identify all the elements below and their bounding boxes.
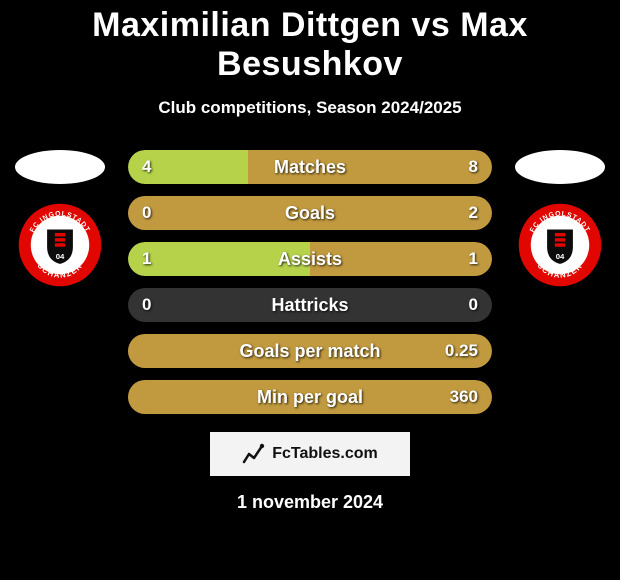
stat-fill-right: [248, 150, 492, 184]
svg-text:04: 04: [556, 252, 565, 261]
stat-bar: Min per goal360: [128, 380, 492, 414]
comparison-card: Maximilian Dittgen vs Max Besushkov Club…: [0, 0, 620, 580]
date-text: 1 november 2024: [237, 492, 383, 513]
club-badge-right: FC INGOLSTADT SCHANZER 04: [517, 202, 603, 288]
source-badge[interactable]: FcTables.com: [210, 432, 410, 476]
stat-bar: 1Assists1: [128, 242, 492, 276]
stat-fill-right: [128, 334, 492, 368]
stat-fill-right: [128, 380, 492, 414]
stat-value-right: 0: [469, 295, 478, 315]
stat-value-left: 0: [142, 295, 151, 315]
source-label: FcTables.com: [272, 445, 378, 463]
stats-column: 4Matches8 0Goals2 1Assists1 0Hattricks0 Goal…: [110, 150, 510, 414]
stat-fill-left: [128, 150, 248, 184]
stat-fill-left: [128, 242, 310, 276]
stat-label: Hattricks: [128, 295, 492, 316]
stat-bar: 4Matches8: [128, 150, 492, 184]
right-player-column: FC INGOLSTADT SCHANZER 04: [510, 150, 610, 288]
player-avatar-right: [515, 150, 605, 184]
stat-fill-right: [128, 196, 492, 230]
stat-bar: 0Goals2: [128, 196, 492, 230]
page-title: Maximilian Dittgen vs Max Besushkov: [0, 6, 620, 84]
stat-bar: Goals per match0.25: [128, 334, 492, 368]
left-player-column: FC INGOLSTADT SCHANZER 04: [10, 150, 110, 288]
fctables-icon: [242, 442, 266, 466]
subtitle: Club competitions, Season 2024/2025: [158, 98, 461, 118]
club-badge-left: FC INGOLSTADT SCHANZER 04: [17, 202, 103, 288]
player-avatar-left: [15, 150, 105, 184]
stat-bar: 0Hattricks0: [128, 288, 492, 322]
main-row: FC INGOLSTADT SCHANZER 04 4Matches80Goal…: [0, 150, 620, 414]
svg-text:04: 04: [56, 252, 65, 261]
stat-fill-right: [310, 242, 492, 276]
